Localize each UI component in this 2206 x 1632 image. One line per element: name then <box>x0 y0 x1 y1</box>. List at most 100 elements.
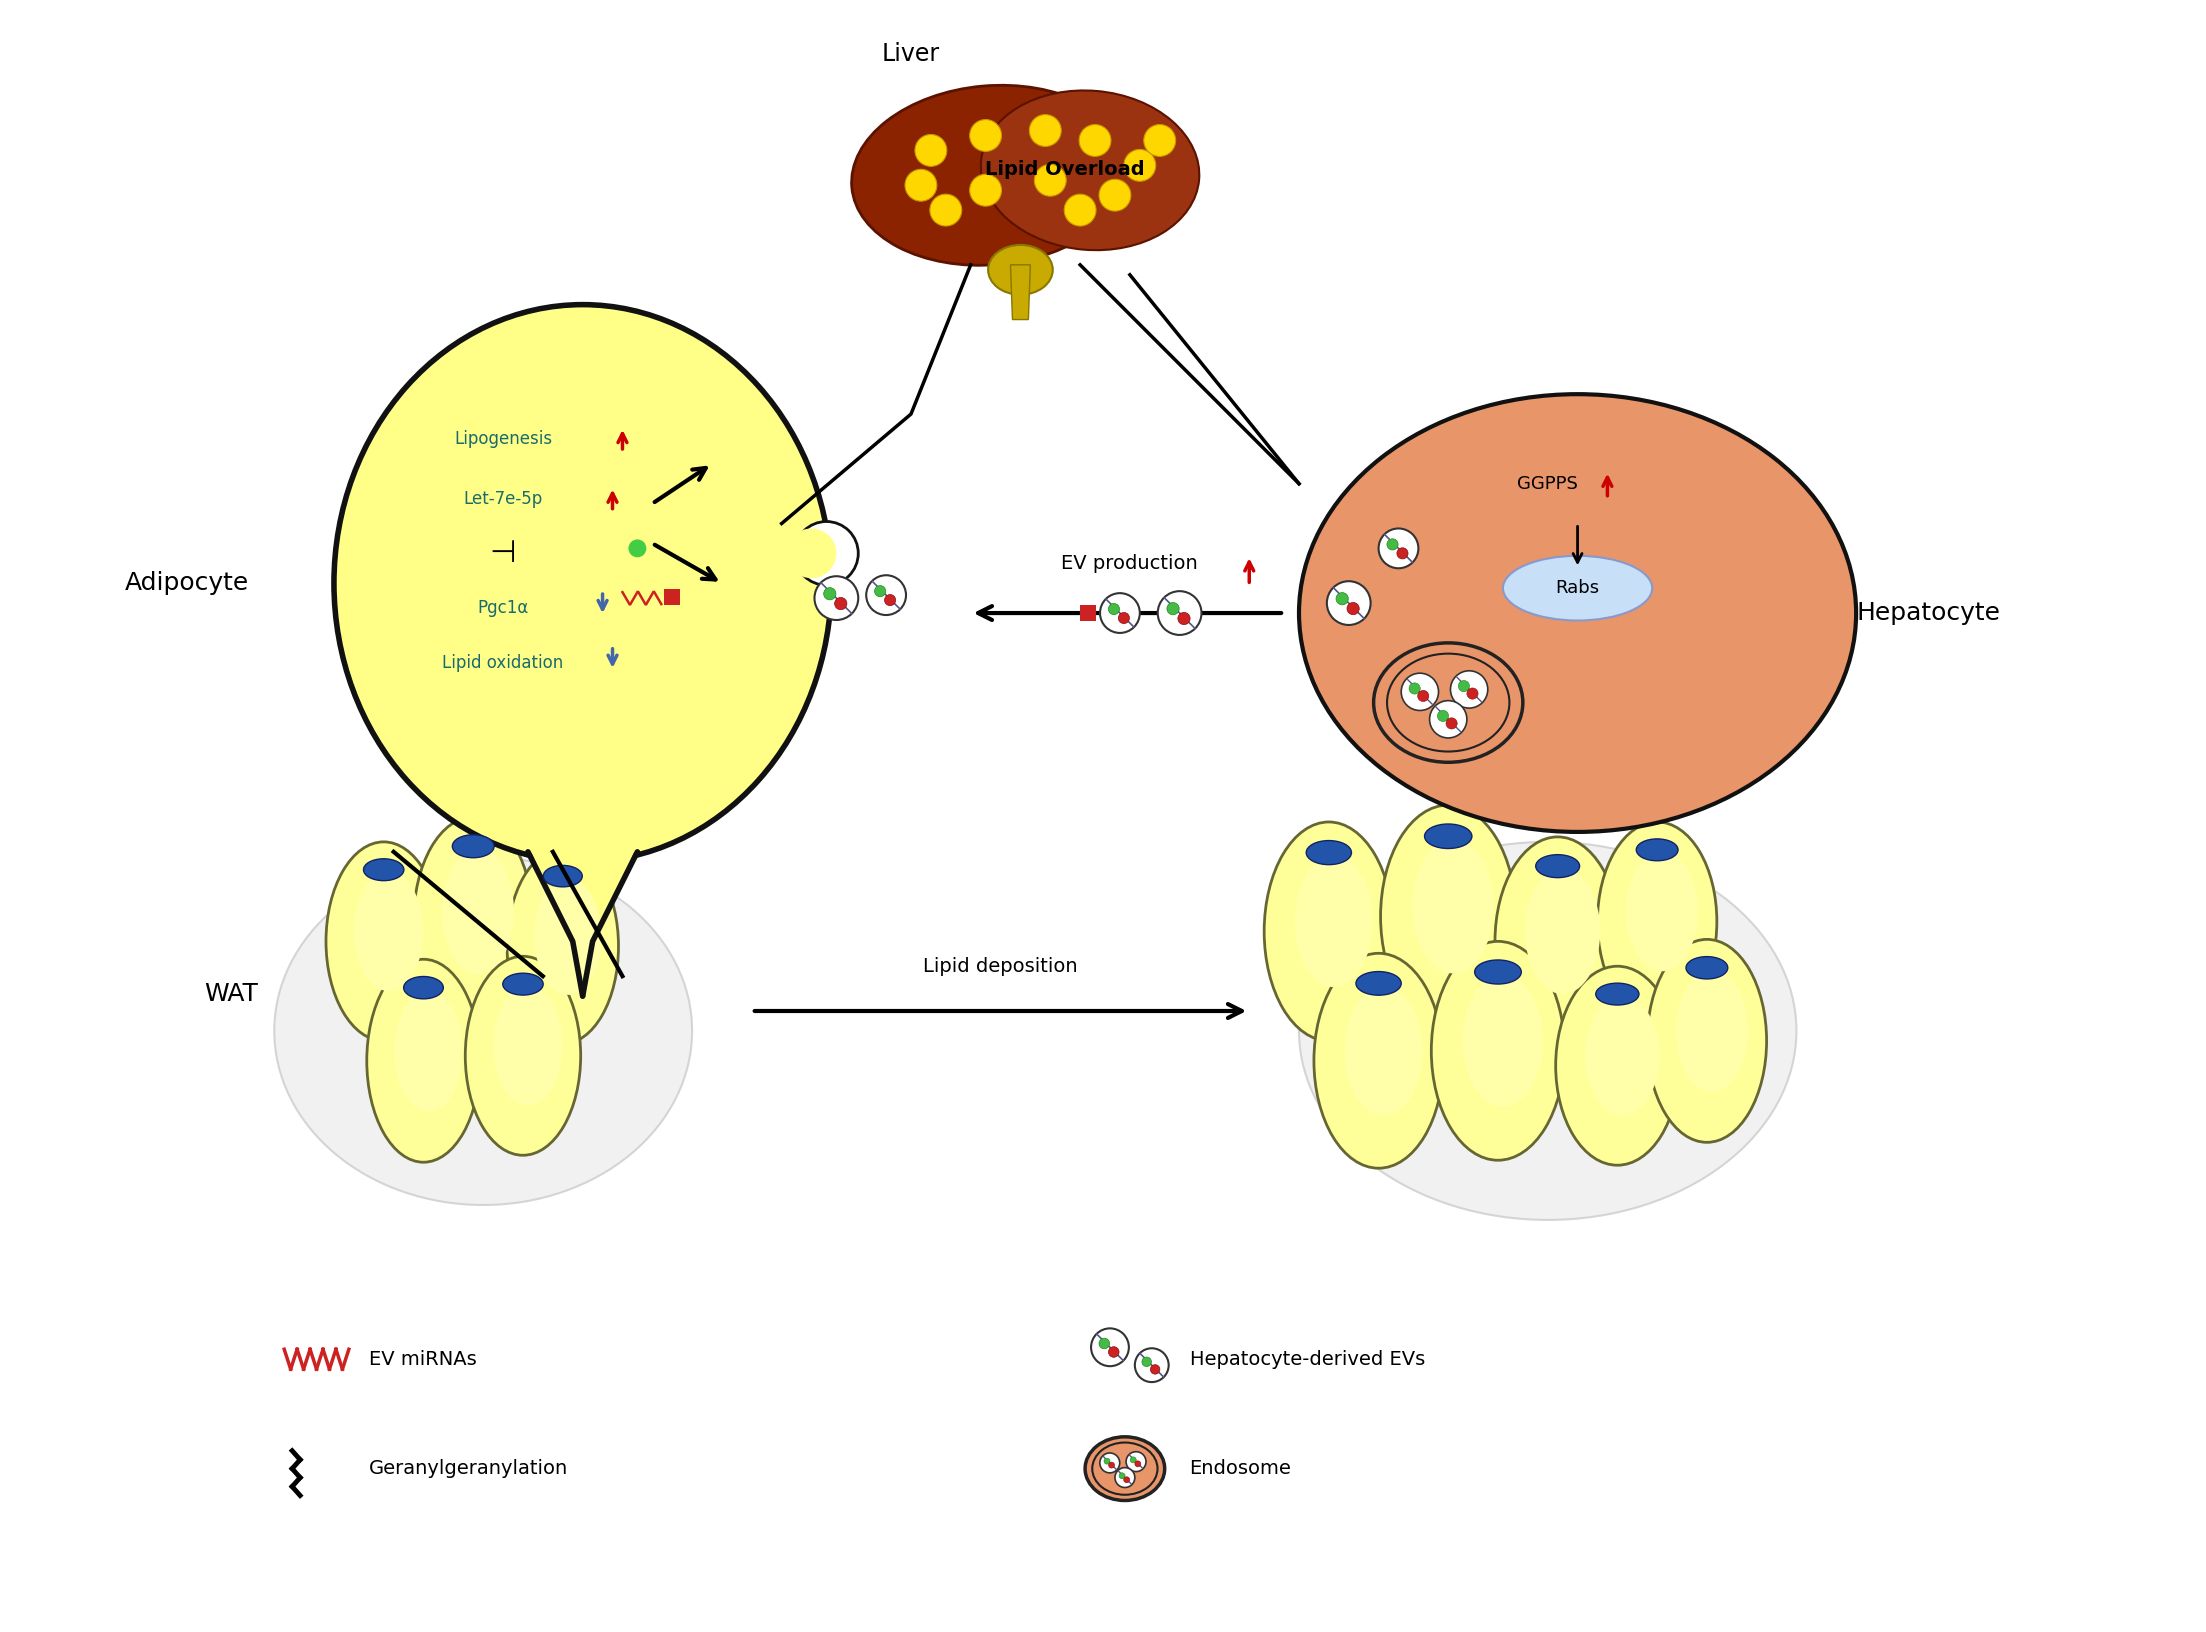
Circle shape <box>814 576 858 620</box>
Ellipse shape <box>1555 966 1679 1165</box>
Ellipse shape <box>1524 868 1599 994</box>
Ellipse shape <box>543 865 582 886</box>
Circle shape <box>1149 1364 1160 1374</box>
Circle shape <box>1125 1452 1145 1472</box>
Circle shape <box>1388 539 1399 550</box>
Circle shape <box>1118 612 1129 623</box>
Ellipse shape <box>852 85 1129 266</box>
Circle shape <box>1107 604 1118 615</box>
Ellipse shape <box>465 956 580 1155</box>
Ellipse shape <box>1626 852 1699 971</box>
Circle shape <box>1099 180 1132 211</box>
Text: WAT: WAT <box>205 982 258 1005</box>
Ellipse shape <box>982 90 1200 250</box>
Ellipse shape <box>1412 840 1493 973</box>
Ellipse shape <box>507 849 618 1044</box>
Ellipse shape <box>1425 824 1471 849</box>
Text: Let-7e-5p: Let-7e-5p <box>463 490 543 508</box>
Ellipse shape <box>494 986 563 1105</box>
Text: Hepatocyte-derived EVs: Hepatocyte-derived EVs <box>1189 1350 1425 1369</box>
Circle shape <box>904 170 938 201</box>
Circle shape <box>885 594 896 605</box>
Circle shape <box>1438 710 1449 721</box>
Circle shape <box>1158 591 1202 635</box>
Ellipse shape <box>1346 986 1423 1115</box>
Circle shape <box>1401 672 1438 710</box>
Text: Liver: Liver <box>882 42 940 65</box>
Circle shape <box>915 134 946 166</box>
Circle shape <box>629 540 646 557</box>
Circle shape <box>1326 581 1370 625</box>
Circle shape <box>1445 718 1458 730</box>
Circle shape <box>1103 1457 1110 1464</box>
Ellipse shape <box>1370 406 1844 778</box>
Circle shape <box>823 588 836 601</box>
Text: Hepatocyte: Hepatocyte <box>1855 601 2001 625</box>
Circle shape <box>1167 602 1180 615</box>
Text: Geranylgeranylation: Geranylgeranylation <box>368 1459 567 1479</box>
Text: ⊣: ⊣ <box>490 539 516 568</box>
Ellipse shape <box>1685 956 1727 979</box>
Circle shape <box>1379 529 1418 568</box>
Circle shape <box>794 522 858 586</box>
Ellipse shape <box>1357 971 1401 996</box>
Circle shape <box>971 175 1002 206</box>
Ellipse shape <box>988 245 1052 295</box>
Ellipse shape <box>1474 960 1522 984</box>
Circle shape <box>1396 548 1407 558</box>
Ellipse shape <box>1463 976 1542 1106</box>
Ellipse shape <box>395 991 463 1111</box>
Ellipse shape <box>1306 840 1352 865</box>
Ellipse shape <box>428 372 777 734</box>
Ellipse shape <box>443 849 514 974</box>
Text: Pgc1α: Pgc1α <box>476 599 529 617</box>
Circle shape <box>931 194 962 225</box>
Ellipse shape <box>1315 953 1443 1169</box>
Text: Lipogenesis: Lipogenesis <box>454 429 552 447</box>
Ellipse shape <box>366 960 481 1162</box>
Circle shape <box>1123 1477 1129 1483</box>
Ellipse shape <box>503 973 543 996</box>
Circle shape <box>1467 689 1478 698</box>
Ellipse shape <box>1597 823 1716 1022</box>
Ellipse shape <box>326 842 441 1041</box>
Ellipse shape <box>1299 842 1796 1221</box>
Ellipse shape <box>353 871 424 991</box>
Circle shape <box>1129 1457 1136 1462</box>
Circle shape <box>1143 124 1176 157</box>
Circle shape <box>1079 124 1112 157</box>
Ellipse shape <box>274 857 693 1204</box>
Ellipse shape <box>1295 855 1372 987</box>
Circle shape <box>1348 602 1359 615</box>
Ellipse shape <box>1264 823 1394 1041</box>
Ellipse shape <box>1496 837 1621 1046</box>
Circle shape <box>1452 671 1487 708</box>
Text: Lipid deposition: Lipid deposition <box>924 956 1079 976</box>
Ellipse shape <box>452 834 494 858</box>
Circle shape <box>1107 1346 1118 1358</box>
Ellipse shape <box>534 878 602 996</box>
Ellipse shape <box>413 818 534 1027</box>
Circle shape <box>867 574 907 615</box>
Circle shape <box>1063 194 1096 225</box>
Ellipse shape <box>404 976 443 999</box>
Circle shape <box>1101 592 1141 633</box>
Circle shape <box>1178 612 1189 625</box>
Polygon shape <box>1010 264 1030 320</box>
Ellipse shape <box>1374 643 1522 762</box>
Circle shape <box>1337 592 1348 605</box>
Text: Rabs: Rabs <box>1555 579 1599 597</box>
Polygon shape <box>664 589 679 605</box>
Circle shape <box>1118 1472 1125 1479</box>
Circle shape <box>1035 165 1065 196</box>
Ellipse shape <box>1381 805 1516 1028</box>
Circle shape <box>1134 1461 1141 1467</box>
Ellipse shape <box>1299 395 1855 832</box>
Circle shape <box>1143 1358 1152 1366</box>
Ellipse shape <box>1085 1436 1165 1500</box>
Circle shape <box>1410 682 1421 694</box>
Circle shape <box>1110 1462 1114 1469</box>
Circle shape <box>1101 1452 1121 1472</box>
Ellipse shape <box>1595 982 1639 1005</box>
Ellipse shape <box>1677 969 1747 1092</box>
